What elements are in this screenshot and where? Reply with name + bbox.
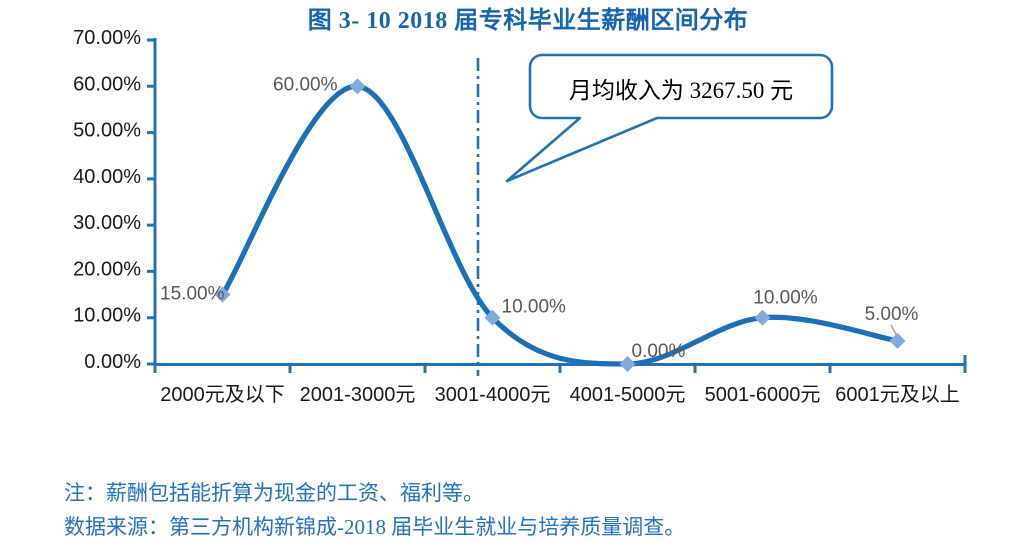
x-category-label: 3001-4000元	[435, 384, 551, 406]
data-point-marker	[754, 309, 771, 326]
data-point-label: 10.00%	[753, 288, 818, 309]
data-point-label: 15.00%	[160, 284, 225, 305]
data-point-marker	[619, 356, 636, 372]
data-point-label: 60.00%	[273, 74, 338, 95]
y-tick-label: 70.00%	[73, 27, 141, 49]
y-axis	[147, 38, 157, 366]
y-tick-label: 20.00%	[73, 258, 141, 280]
x-category-label: 2000元及以下	[160, 384, 285, 406]
y-tick-label: 60.00%	[73, 73, 141, 95]
note-remark: 注：薪酬包括能折算为现金的工资、福利等。	[64, 481, 484, 505]
data-point-marker	[889, 332, 906, 349]
data-point-label: 10.00%	[502, 297, 567, 318]
data-point-marker	[214, 286, 231, 303]
series-curve	[219, 83, 901, 367]
y-tick-label: 40.00%	[73, 166, 141, 188]
y-tick-label: 30.00%	[73, 212, 141, 234]
x-axis	[153, 355, 967, 373]
data-point-label: 0.00%	[632, 341, 686, 362]
x-category-label: 4001-5000元	[570, 384, 686, 406]
data-point-marker	[349, 78, 366, 95]
x-category-label: 5001-6000元	[705, 384, 821, 406]
figure-caption: 图 3- 10 2018 届专科毕业生薪酬区间分布	[307, 8, 749, 34]
label-leader-line	[890, 324, 898, 337]
salary-distribution-chart: 0.00% 10.00% 20.00% 30.00% 40.00% 50.00% 60.00…	[73, 27, 967, 406]
data-point-label: 5.00%	[865, 304, 919, 325]
x-category-label: 2001-3000元	[300, 384, 416, 406]
y-tick-label: 50.00%	[73, 120, 141, 142]
x-category-label: 6001元及以上	[835, 383, 960, 406]
note-source: 数据来源：第三方机构新锦成-2018 届毕业生就业与培养质量调查。	[64, 515, 686, 539]
data-point-marker	[484, 309, 501, 326]
y-tick-label: 10.00%	[73, 305, 141, 327]
mean-income-callout-text: 月均收入为 3267.50 元	[569, 78, 793, 103]
y-tick-label: 0.00%	[84, 351, 141, 373]
mean-income-callout	[505, 53, 834, 183]
